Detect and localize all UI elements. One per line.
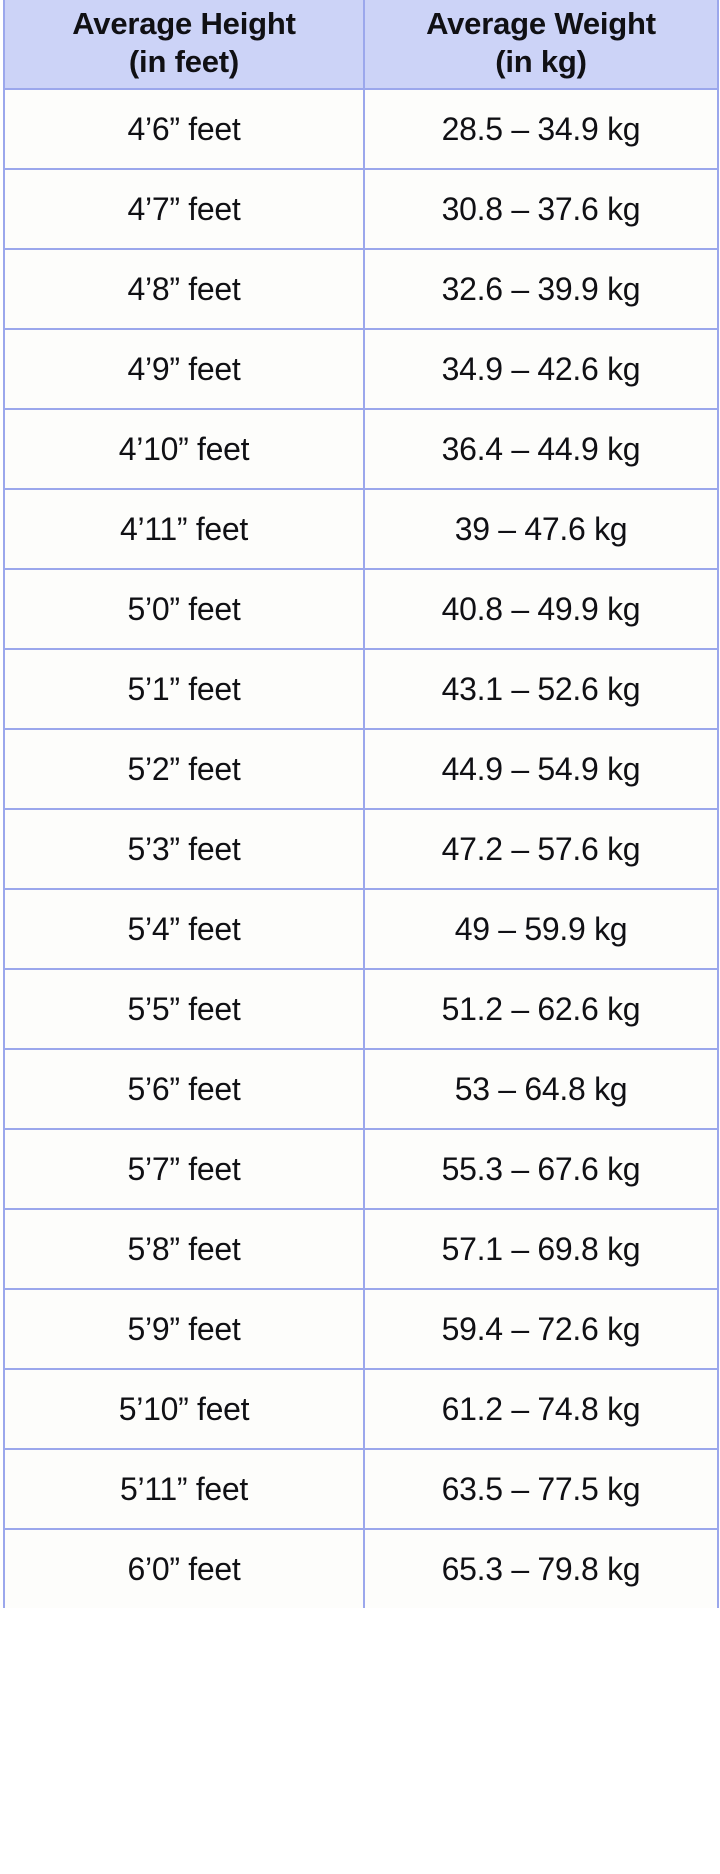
cell-height: 6’0” feet	[3, 1528, 365, 1608]
cell-height: 5’5” feet	[3, 968, 365, 1050]
table-header: Average Height (in feet) Average Weight …	[3, 0, 719, 90]
cell-height: 5’9” feet	[3, 1288, 365, 1370]
cell-height: 4’7” feet	[3, 168, 365, 250]
cell-weight: 30.8 – 37.6 kg	[363, 168, 719, 250]
table-row: 5’8” feet 57.1 – 69.8 kg	[3, 1208, 719, 1290]
cell-weight: 59.4 – 72.6 kg	[363, 1288, 719, 1370]
table-row: 6’0” feet 65.3 – 79.8 kg	[3, 1528, 719, 1608]
table-row: 5’10” feet 61.2 – 74.8 kg	[3, 1368, 719, 1450]
cell-height: 4’8” feet	[3, 248, 365, 330]
table-row: 5’5” feet 51.2 – 62.6 kg	[3, 968, 719, 1050]
cell-height: 4’6” feet	[3, 88, 365, 170]
table-row: 5’2” feet 44.9 – 54.9 kg	[3, 728, 719, 810]
table-row: 5’1” feet 43.1 – 52.6 kg	[3, 648, 719, 730]
table-row: 4’9” feet 34.9 – 42.6 kg	[3, 328, 719, 410]
cell-height: 5’11” feet	[3, 1448, 365, 1530]
cell-height: 4’10” feet	[3, 408, 365, 490]
cell-height: 5’4” feet	[3, 888, 365, 970]
table-row: 5’7” feet 55.3 – 67.6 kg	[3, 1128, 719, 1210]
cell-weight: 63.5 – 77.5 kg	[363, 1448, 719, 1530]
cell-weight: 34.9 – 42.6 kg	[363, 328, 719, 410]
cell-weight: 32.6 – 39.9 kg	[363, 248, 719, 330]
cell-weight: 53 – 64.8 kg	[363, 1048, 719, 1130]
table-row: 5’11” feet 63.5 – 77.5 kg	[3, 1448, 719, 1530]
table-row: 4’8” feet 32.6 – 39.9 kg	[3, 248, 719, 330]
cell-height: 4’9” feet	[3, 328, 365, 410]
cell-height: 5’6” feet	[3, 1048, 365, 1130]
table-row: 5’0” feet 40.8 – 49.9 kg	[3, 568, 719, 650]
cell-weight: 49 – 59.9 kg	[363, 888, 719, 970]
table-row: 5’4” feet 49 – 59.9 kg	[3, 888, 719, 970]
cell-weight: 57.1 – 69.8 kg	[363, 1208, 719, 1290]
cell-weight: 51.2 – 62.6 kg	[363, 968, 719, 1050]
column-header-height-line1: Average Height	[72, 6, 296, 42]
column-header-height-line2: (in feet)	[128, 44, 240, 79]
cell-weight: 28.5 – 34.9 kg	[363, 88, 719, 170]
cell-weight: 36.4 – 44.9 kg	[363, 408, 719, 490]
cell-weight: 43.1 – 52.6 kg	[363, 648, 719, 730]
cell-weight: 61.2 – 74.8 kg	[363, 1368, 719, 1450]
header-row: Average Height (in feet) Average Weight …	[3, 0, 719, 90]
cell-height: 5’8” feet	[3, 1208, 365, 1290]
cell-height: 4’11” feet	[3, 488, 365, 570]
table-row: 5’9” feet 59.4 – 72.6 kg	[3, 1288, 719, 1370]
table-row: 4’11” feet 39 – 47.6 kg	[3, 488, 719, 570]
table-body: 4’6” feet 28.5 – 34.9 kg 4’7” feet 30.8 – 3…	[3, 88, 719, 1608]
cell-height: 5’7” feet	[3, 1128, 365, 1210]
cell-height: 5’1” feet	[3, 648, 365, 730]
column-header-weight-line1: Average Weight	[426, 6, 656, 42]
cell-height: 5’10” feet	[3, 1368, 365, 1450]
column-header-height: Average Height (in feet)	[3, 0, 365, 90]
column-header-weight: Average Weight (in kg)	[363, 0, 719, 90]
table-row: 4’10” feet 36.4 – 44.9 kg	[3, 408, 719, 490]
height-weight-table: Average Height (in feet) Average Weight …	[3, 0, 719, 1608]
table-row: 4’7” feet 30.8 – 37.6 kg	[3, 168, 719, 250]
cell-weight: 44.9 – 54.9 kg	[363, 728, 719, 810]
cell-weight: 47.2 – 57.6 kg	[363, 808, 719, 890]
cell-weight: 40.8 – 49.9 kg	[363, 568, 719, 650]
cell-height: 5’3” feet	[3, 808, 365, 890]
table-row: 5’6” feet 53 – 64.8 kg	[3, 1048, 719, 1130]
table-row: 5’3” feet 47.2 – 57.6 kg	[3, 808, 719, 890]
cell-height: 5’0” feet	[3, 568, 365, 650]
cell-height: 5’2” feet	[3, 728, 365, 810]
cell-weight: 55.3 – 67.6 kg	[363, 1128, 719, 1210]
cell-weight: 65.3 – 79.8 kg	[363, 1528, 719, 1608]
cell-weight: 39 – 47.6 kg	[363, 488, 719, 570]
column-header-weight-line2: (in kg)	[495, 44, 587, 79]
table-row: 4’6” feet 28.5 – 34.9 kg	[3, 88, 719, 170]
